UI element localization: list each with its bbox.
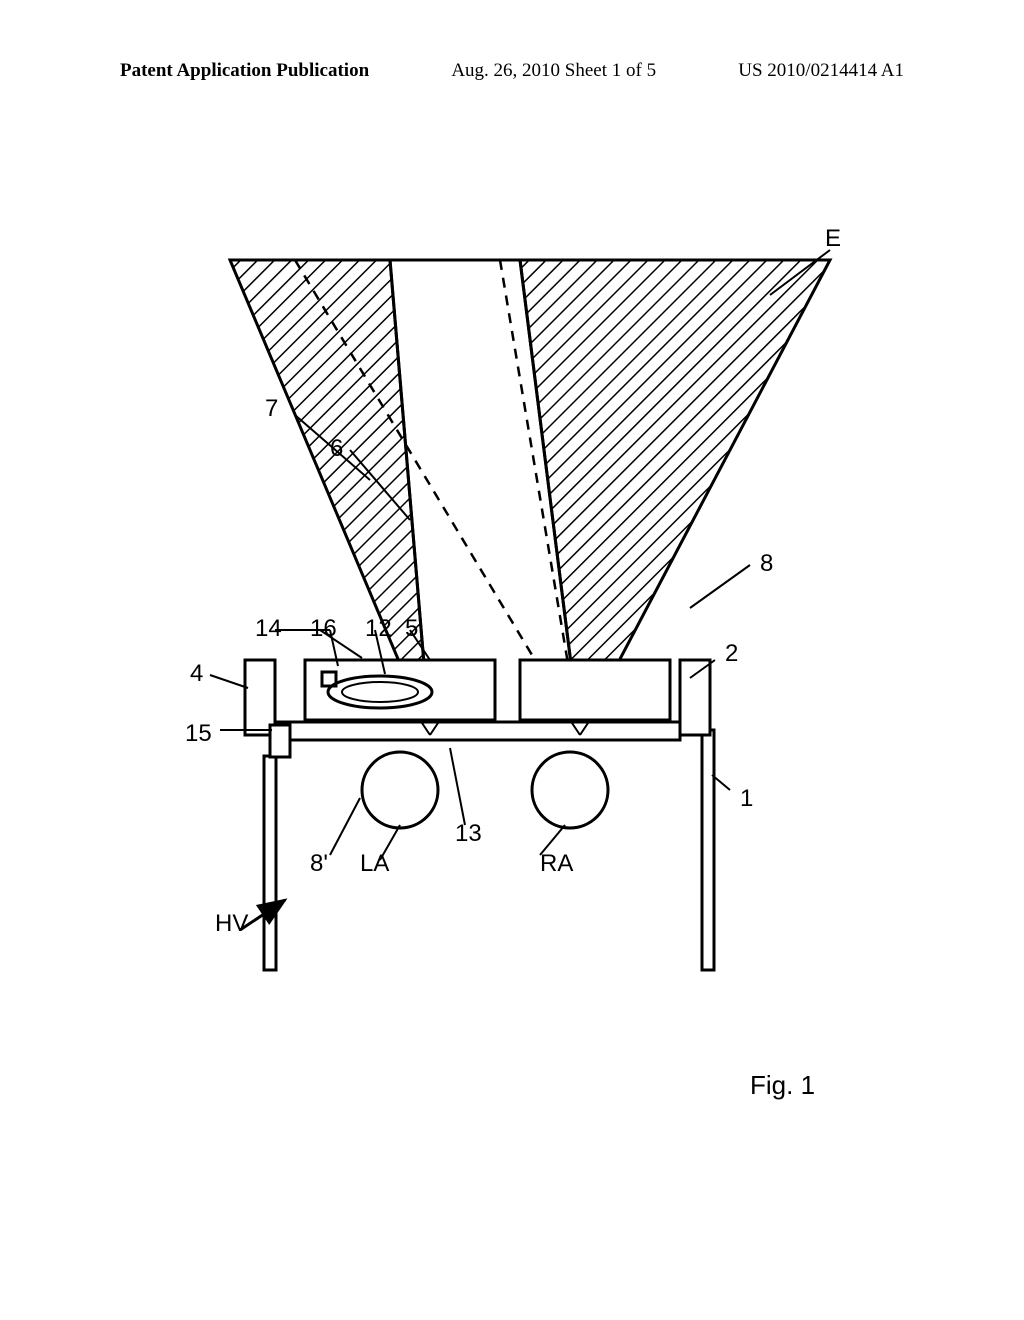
callout-label: 8': [310, 850, 328, 878]
figure-label: Fig. 1: [750, 1070, 815, 1101]
callout-label: 12: [365, 615, 392, 643]
callout-label: 14: [255, 615, 282, 643]
callout-label: 13: [455, 820, 482, 848]
callout-label: HV: [215, 910, 248, 938]
callout-label: 4: [190, 660, 203, 688]
callout-label: 5: [405, 615, 418, 643]
callout-label: 7: [265, 395, 278, 423]
callout-label: E: [825, 225, 841, 253]
callout-label: 6: [330, 435, 343, 463]
callout-label: 2: [725, 640, 738, 668]
header-left: Patent Application Publication: [120, 60, 369, 82]
callout-label: 8: [760, 550, 773, 578]
figure-diagram: [130, 200, 890, 1100]
callout-label: 15: [185, 720, 212, 748]
header-center: Aug. 26, 2010 Sheet 1 of 5: [451, 60, 656, 82]
header-right: US 2010/0214414 A1: [738, 60, 904, 82]
callout-label: 16: [310, 615, 337, 643]
callout-label: 1: [740, 785, 753, 813]
callout-label: RA: [540, 850, 573, 878]
callout-label: LA: [360, 850, 389, 878]
